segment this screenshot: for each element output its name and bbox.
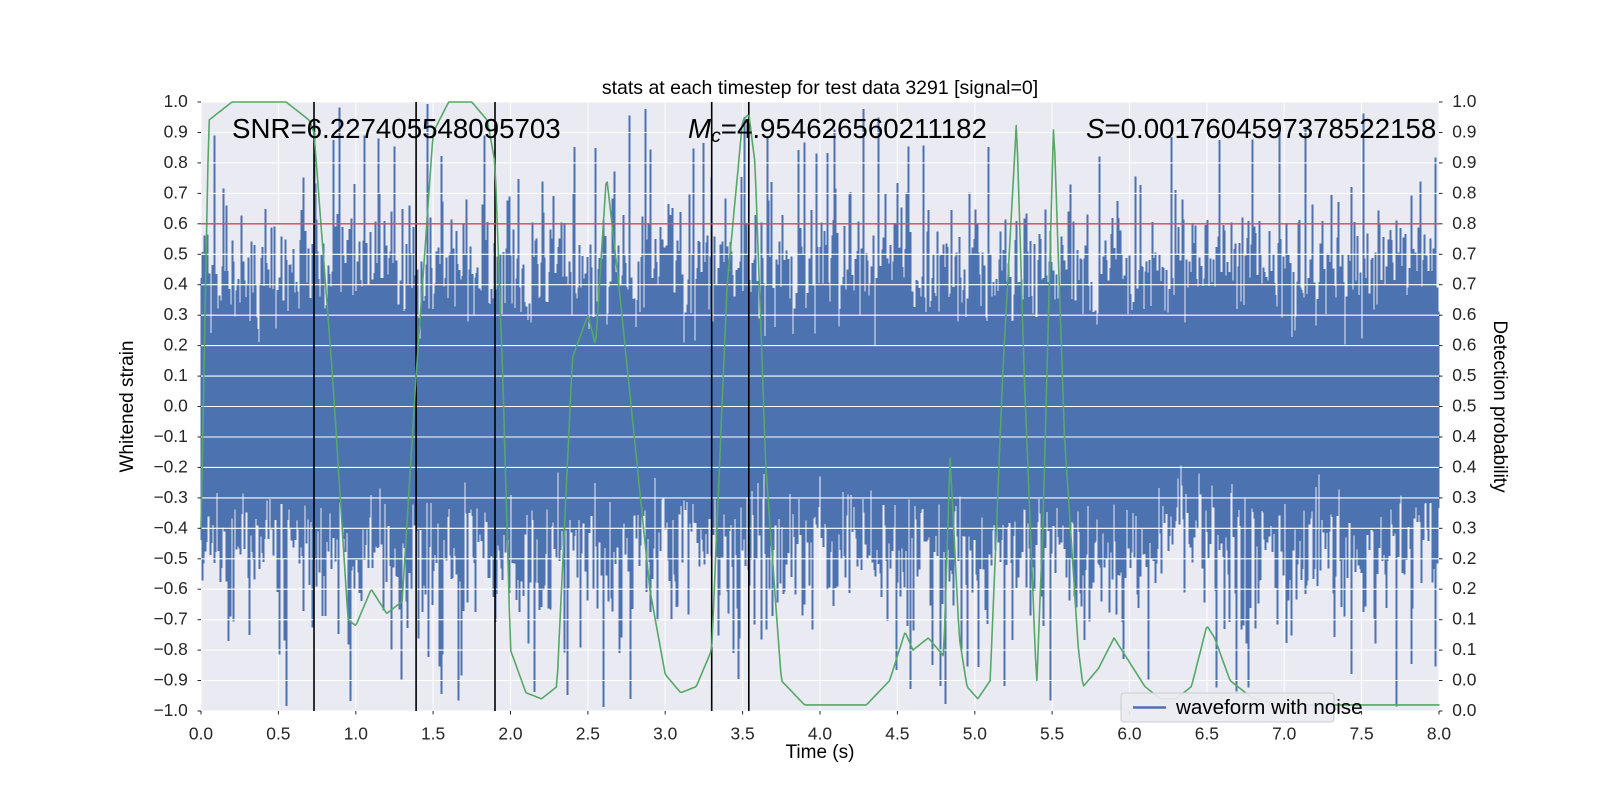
svg-text:0.9: 0.9 [1452,122,1476,142]
svg-text:0.5: 0.5 [266,724,290,744]
svg-text:6.0: 6.0 [1117,724,1141,744]
svg-text:0.2: 0.2 [1452,578,1476,598]
svg-text:1.0: 1.0 [164,91,188,111]
svg-text:SNR=6.227405548095703: SNR=6.227405548095703 [232,113,561,144]
svg-text:−0.1: −0.1 [153,426,187,446]
svg-text:waveform with noise: waveform with noise [1175,696,1363,719]
svg-text:0.7: 0.7 [164,182,188,202]
svg-text:Whitened strain: Whitened strain [117,340,138,472]
svg-text:7.5: 7.5 [1350,724,1374,744]
svg-text:5.5: 5.5 [1040,724,1064,744]
svg-text:0.2: 0.2 [164,335,188,355]
svg-text:0.8: 0.8 [164,152,188,172]
svg-text:Detection probability: Detection probability [1489,320,1510,493]
svg-text:1.0: 1.0 [1452,91,1476,111]
svg-text:0.1: 0.1 [1452,639,1476,659]
svg-text:0.6: 0.6 [164,213,188,233]
svg-text:0.0: 0.0 [1452,670,1476,690]
svg-text:−0.2: −0.2 [153,456,187,476]
svg-text:0.3: 0.3 [1452,517,1476,537]
svg-text:0.6: 0.6 [1452,335,1476,355]
svg-text:1.5: 1.5 [421,724,445,744]
svg-text:−0.9: −0.9 [153,670,187,690]
svg-text:0.2: 0.2 [1452,548,1476,568]
svg-text:−0.6: −0.6 [153,578,187,598]
svg-text:0.8: 0.8 [1452,182,1476,202]
svg-text:8.0: 8.0 [1427,724,1451,744]
svg-text:0.1: 0.1 [1452,609,1476,629]
svg-text:−0.7: −0.7 [153,609,187,629]
svg-text:0.5: 0.5 [1452,396,1476,416]
svg-text:0.9: 0.9 [164,122,188,142]
svg-text:3.5: 3.5 [731,724,755,744]
svg-text:Time (s): Time (s) [786,742,855,763]
svg-text:S=0.0017604597378522158: S=0.0017604597378522158 [1086,113,1436,144]
svg-text:stats at each timestep for tes: stats at each timestep for test data 329… [602,77,1038,99]
svg-text:0.0: 0.0 [1452,700,1476,720]
svg-text:4.0: 4.0 [808,724,832,744]
svg-text:3.0: 3.0 [653,724,677,744]
svg-text:1.0: 1.0 [344,724,368,744]
svg-text:6.5: 6.5 [1195,724,1219,744]
svg-text:0.4: 0.4 [1452,426,1477,446]
svg-text:0.8: 0.8 [1452,213,1476,233]
svg-text:Mc=4.954626560211182: Mc=4.954626560211182 [688,113,987,147]
svg-text:0.3: 0.3 [164,304,188,324]
svg-text:0.6: 0.6 [1452,304,1476,324]
svg-text:−0.8: −0.8 [153,639,187,659]
svg-text:−0.5: −0.5 [153,548,187,568]
svg-text:0.4: 0.4 [164,274,189,294]
svg-text:0.9: 0.9 [1452,152,1476,172]
svg-text:0.4: 0.4 [1452,456,1477,476]
svg-text:0.0: 0.0 [164,396,188,416]
svg-text:−0.3: −0.3 [153,487,187,507]
svg-text:−1.0: −1.0 [153,700,187,720]
svg-text:2.0: 2.0 [498,724,522,744]
svg-text:−0.4: −0.4 [153,517,188,537]
svg-text:0.1: 0.1 [164,365,188,385]
svg-text:2.5: 2.5 [576,724,600,744]
svg-text:0.3: 0.3 [1452,487,1476,507]
svg-text:4.5: 4.5 [885,724,909,744]
svg-text:7.0: 7.0 [1272,724,1296,744]
svg-text:0.7: 0.7 [1452,274,1476,294]
svg-text:5.0: 5.0 [963,724,987,744]
svg-text:0.0: 0.0 [189,724,213,744]
svg-text:0.7: 0.7 [1452,243,1476,263]
svg-text:0.5: 0.5 [164,243,188,263]
svg-text:0.5: 0.5 [1452,365,1476,385]
